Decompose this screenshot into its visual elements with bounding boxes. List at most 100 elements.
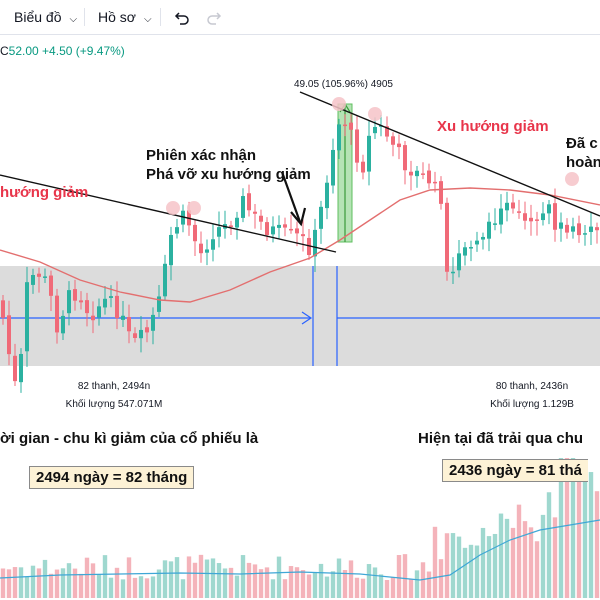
candle-body: [19, 353, 23, 383]
volume-bar: [324, 576, 330, 598]
volume-bar: [558, 458, 564, 598]
measure-info-right: 80 thanh, 2436n Khối lượng 1.129B: [482, 378, 582, 414]
volume-bar: [594, 491, 600, 598]
candle-body: [367, 135, 371, 172]
volume-bar: [216, 563, 222, 598]
volume-bar: [24, 576, 30, 598]
volume-bar: [228, 567, 234, 598]
volume-bar: [534, 541, 540, 598]
candles: [1, 114, 599, 393]
volume-bar: [18, 567, 24, 598]
price-chart[interactable]: [0, 36, 600, 600]
volume-bar: [282, 579, 288, 598]
volume-bar: [384, 579, 390, 598]
volume-bar: [510, 527, 516, 598]
volume-bar: [222, 568, 228, 598]
volume-bar: [150, 576, 156, 598]
candle-body: [7, 315, 11, 355]
candle-body: [235, 217, 239, 228]
volume-bar: [162, 560, 168, 598]
candle-body: [421, 173, 425, 175]
caption-left: ời gian - chu kì giảm của cổ phiếu là: [0, 430, 259, 447]
candle-body: [535, 219, 539, 221]
top-right-note-line1: Đã c: [566, 135, 598, 152]
volume-bar: [546, 492, 552, 598]
candle-body: [505, 202, 509, 211]
candle-body: [43, 276, 47, 278]
breakout-note: Phiên xác nhận Phá vỡ xu hướng giảm: [146, 146, 311, 184]
volume-bar: [192, 562, 198, 598]
candle-body: [229, 225, 233, 227]
candle-body: [493, 223, 497, 225]
volume-bar: [186, 556, 192, 598]
volume-bar: [252, 564, 258, 598]
highlight-circle: [368, 107, 382, 121]
volume-bar: [114, 567, 120, 598]
candle-body: [577, 223, 581, 236]
candle-body: [457, 253, 461, 271]
candle-body: [313, 229, 317, 257]
profile-menu[interactable]: Hồ sơ ⌵: [98, 0, 152, 34]
volume-bar: [342, 570, 348, 598]
volume-bar: [300, 570, 306, 598]
candle-body: [385, 126, 389, 137]
chart-menu[interactable]: Biểu đồ ⌵: [14, 0, 77, 34]
range-zone: [0, 266, 600, 366]
downtrend-label-right: Xu hướng giảm: [437, 118, 549, 135]
volume-bar: [48, 573, 54, 598]
volume-bar: [432, 526, 438, 598]
redo-button[interactable]: [206, 0, 226, 34]
volume-bar: [372, 567, 378, 598]
candle-body: [133, 333, 137, 338]
volume-bar: [540, 514, 546, 598]
volume-bar: [408, 579, 414, 598]
volume-bar: [378, 574, 384, 598]
volume-bar: [66, 563, 72, 598]
volume-bar: [402, 554, 408, 598]
volume-bar: [6, 569, 12, 598]
duration-box-right: 2436 ngày = 81 thá: [442, 459, 588, 482]
volume-bar: [102, 555, 108, 598]
highlight-circle: [187, 201, 201, 215]
volume-bar: [348, 560, 354, 598]
candle-body: [403, 145, 407, 171]
candle-body: [415, 170, 419, 177]
volume-bar: [126, 557, 132, 598]
candle-body: [409, 171, 413, 176]
volume-bar: [198, 554, 204, 598]
trendline-left[interactable]: [0, 174, 337, 253]
candle-body: [127, 316, 131, 332]
trendline-right[interactable]: [299, 91, 600, 217]
candle-body: [157, 296, 161, 312]
toolbar-divider: [160, 8, 161, 26]
chevron-down-icon: ⌵: [143, 14, 152, 25]
volume-bar: [306, 574, 312, 598]
candle-body: [79, 300, 83, 303]
candle-body: [265, 222, 269, 235]
candle-body: [547, 204, 551, 214]
candle-body: [253, 211, 257, 214]
volume-bar: [72, 568, 78, 598]
candle-body: [571, 226, 575, 232]
candle-body: [355, 129, 359, 163]
candle-body: [199, 243, 203, 254]
undo-button[interactable]: [174, 0, 194, 34]
candle-body: [103, 298, 107, 308]
candle-body: [67, 290, 71, 314]
chevron-down-icon: ⌵: [69, 14, 78, 25]
volume-bar: [360, 578, 366, 598]
ohlc-legend: C52.00 +4.50 (+9.47%): [0, 44, 125, 58]
breakout-arrow: [280, 171, 302, 223]
candle-body: [589, 226, 593, 232]
volume-bar: [456, 536, 462, 598]
candle-body: [373, 126, 377, 134]
candle-body: [175, 227, 179, 234]
volume-bar: [90, 563, 96, 598]
close-value: 52.00: [8, 44, 39, 58]
candle-body: [121, 315, 125, 320]
candle-body: [247, 193, 251, 211]
candle-body: [73, 289, 77, 301]
volume-bar: [498, 513, 504, 598]
volume-bar: [174, 557, 180, 598]
volume-bar: [420, 562, 426, 598]
